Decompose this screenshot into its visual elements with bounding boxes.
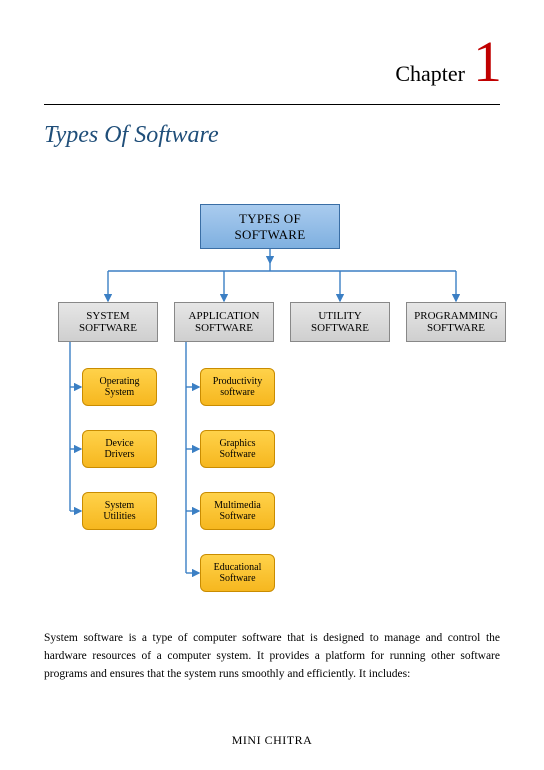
chapter-label: Chapter: [395, 61, 465, 86]
diagram-leaf: Operating System: [82, 368, 157, 406]
diagram-category-system: SYSTEM SOFTWARE: [58, 302, 158, 342]
chapter-header: Chapter 1: [395, 28, 500, 95]
diagram-leaf: Educational Software: [200, 554, 275, 592]
diagram-category-application: APPLICATION SOFTWARE: [174, 302, 274, 342]
diagram-leaf: Device Drivers: [82, 430, 157, 468]
diagram-leaf: Graphics Software: [200, 430, 275, 468]
diagram-leaf: Productivity software: [200, 368, 275, 406]
diagram-leaf: System Utilities: [82, 492, 157, 530]
types-of-software-diagram: TYPES OF SOFTWARE SYSTEM SOFTWARE APPLICAT…: [0, 190, 544, 620]
page-title: Types Of Software: [44, 122, 219, 149]
divider-top: [44, 104, 500, 105]
diagram-leaf: Multimedia Software: [200, 492, 275, 530]
chapter-number: 1: [473, 29, 500, 94]
footer-author: MINI CHITRA: [0, 733, 544, 748]
diagram-category-programming: PROGRAMMING SOFTWARE: [406, 302, 506, 342]
diagram-category-utility: UTILITY SOFTWARE: [290, 302, 390, 342]
diagram-root: TYPES OF SOFTWARE: [200, 204, 340, 249]
body-paragraph: System software is a type of computer so…: [44, 630, 500, 683]
